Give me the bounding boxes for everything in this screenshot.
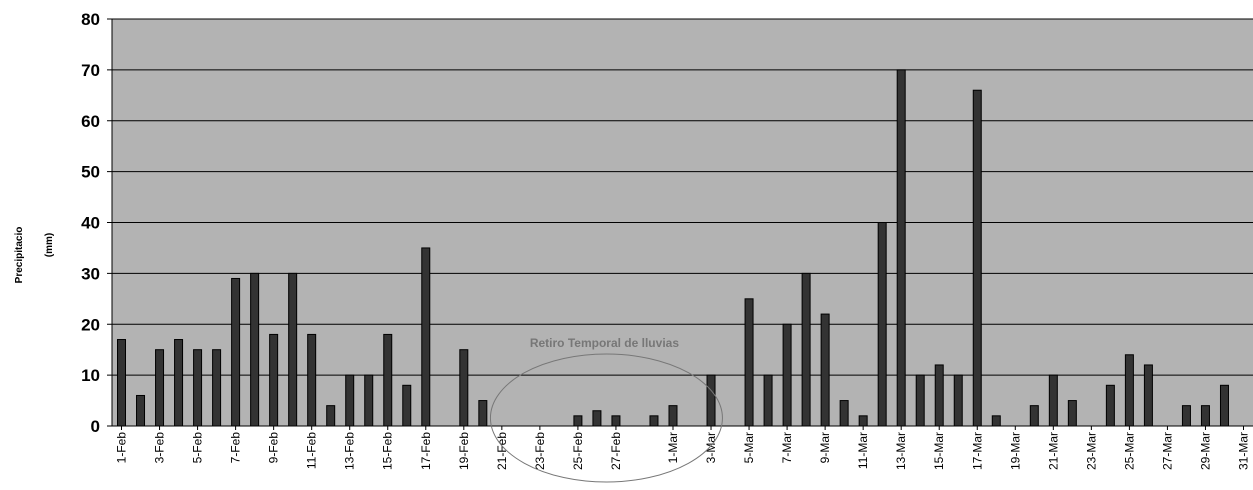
x-tick-label-1-Mar: 1-Mar [666, 432, 680, 463]
bar-15-Mar [934, 364, 944, 427]
x-tick-label-9-Mar: 9-Mar [818, 432, 832, 463]
bar-1-Feb [117, 339, 127, 427]
bar-1-Mar [668, 405, 678, 427]
y-tick-label-80: 80 [81, 10, 100, 29]
x-tick-label-25-Mar: 25-Mar [1122, 432, 1136, 470]
x-tick-label-21-Mar: 21-Mar [1046, 432, 1060, 470]
bar-25-Mar [1124, 354, 1134, 427]
bar-22-Mar [1067, 400, 1077, 427]
bar-9-Feb [269, 333, 279, 427]
x-tick-label-13-Feb: 13-Feb [343, 432, 357, 470]
bar-7-Feb [231, 277, 241, 427]
bar-21-Mar [1048, 374, 1058, 427]
x-tick-label-3-Feb: 3-Feb [153, 432, 167, 464]
annotation-group: Retiro Temporal de lluvias [489, 336, 723, 483]
x-tick-label-31-Mar: 31-Mar [1236, 432, 1250, 470]
bars [117, 69, 1229, 427]
x-tick-label-3-Mar: 3-Mar [704, 432, 718, 463]
x-tick-label-5-Mar: 5-Mar [742, 432, 756, 463]
y-tick-label-10: 10 [81, 366, 100, 385]
annotation-ellipse [489, 353, 723, 483]
bar-5-Feb [193, 349, 203, 427]
bar-10-Mar [839, 400, 849, 427]
bar-29-Mar [1200, 405, 1210, 427]
y-axis-ticks: 0 10 20 30 40 50 60 70 80 [81, 10, 113, 436]
x-tick-label-9-Feb: 9-Feb [267, 432, 281, 464]
x-tick-label-7-Feb: 7-Feb [229, 432, 243, 464]
y-tick-label-0: 0 [91, 417, 100, 436]
x-tick-label-27-Feb: 27-Feb [609, 432, 623, 470]
x-tick-label-1-Feb: 1-Feb [115, 432, 129, 464]
y-tick-label-50: 50 [81, 163, 100, 182]
y-tick-label-40: 40 [81, 214, 100, 233]
x-tick-label-19-Feb: 19-Feb [457, 432, 471, 470]
x-tick-label-25-Feb: 25-Feb [571, 432, 585, 470]
annotation-text: Retiro Temporal de lluvias [530, 336, 679, 350]
x-tick-label-15-Feb: 15-Feb [381, 432, 395, 470]
bar-6-Feb [212, 349, 222, 427]
x-tick-label-17-Feb: 17-Feb [419, 432, 433, 470]
bar-13-Mar [896, 69, 906, 427]
y-tick-label-70: 70 [81, 61, 100, 80]
bar-12-Mar [877, 222, 887, 427]
bar-4-Feb [174, 339, 184, 427]
x-tick-label-13-Mar: 13-Mar [894, 432, 908, 470]
bar-26-Feb [592, 410, 602, 427]
bar-25-Feb [573, 415, 583, 427]
bar-20-Feb [478, 400, 488, 427]
bar-18-Mar [991, 415, 1001, 427]
x-tick-label-15-Mar: 15-Mar [932, 432, 946, 470]
x-tick-label-7-Mar: 7-Mar [780, 432, 794, 463]
bar-2-Feb [136, 394, 146, 427]
bar-11-Mar [858, 415, 868, 427]
bar-16-Feb [402, 384, 412, 427]
bar-8-Feb [250, 272, 260, 427]
bar-3-Feb [155, 349, 165, 427]
bar-24-Mar [1105, 384, 1115, 427]
x-tick-label-19-Mar: 19-Mar [1008, 432, 1022, 470]
bar-7-Mar [782, 323, 792, 427]
bar-27-Feb [611, 415, 621, 427]
y-axis-label-line2: (mm) [44, 233, 55, 257]
bar-11-Feb [307, 333, 317, 427]
x-tick-label-5-Feb: 5-Feb [191, 432, 205, 464]
bar-3-Mar [706, 374, 716, 427]
bar-13-Feb [345, 374, 355, 427]
bar-20-Mar [1029, 405, 1039, 427]
bar-15-Feb [383, 333, 393, 427]
x-tick-label-23-Mar: 23-Mar [1084, 432, 1098, 470]
bar-17-Feb [421, 247, 431, 427]
bar-10-Feb [288, 272, 298, 427]
y-tick-label-30: 30 [81, 264, 100, 283]
bar-29-Feb [649, 415, 659, 427]
bar-6-Mar [763, 374, 773, 427]
x-tick-label-17-Mar: 17-Mar [970, 432, 984, 470]
x-tick-label-11-Feb: 11-Feb [305, 432, 319, 469]
x-tick-label-29-Mar: 29-Mar [1198, 432, 1212, 470]
bar-8-Mar [801, 272, 811, 427]
y-axis-label-line1: Precipitacio [14, 227, 25, 284]
bar-14-Mar [915, 374, 925, 427]
x-tick-label-27-Mar: 27-Mar [1160, 432, 1174, 470]
bar-5-Mar [744, 298, 754, 427]
x-tick-label-23-Feb: 23-Feb [533, 432, 547, 470]
y-tick-label-20: 20 [81, 315, 100, 334]
x-axis-ticks: 1-Feb 3-Feb 5-Feb 7-Feb 9-Feb 11-Feb 13-Feb 15-… [112, 425, 1253, 470]
bar-30-Mar [1219, 384, 1229, 427]
bar-12-Feb [326, 405, 336, 427]
x-tick-label-11-Mar: 11-Mar [856, 432, 870, 469]
bar-16-Mar [953, 374, 963, 427]
bar-19-Feb [459, 349, 469, 427]
y-tick-label-60: 60 [81, 112, 100, 131]
bar-17-Mar [972, 89, 982, 427]
bar-9-Mar [820, 313, 830, 427]
bar-26-Mar [1143, 364, 1153, 427]
bar-28-Mar [1181, 405, 1191, 427]
bar-14-Feb [364, 374, 374, 427]
